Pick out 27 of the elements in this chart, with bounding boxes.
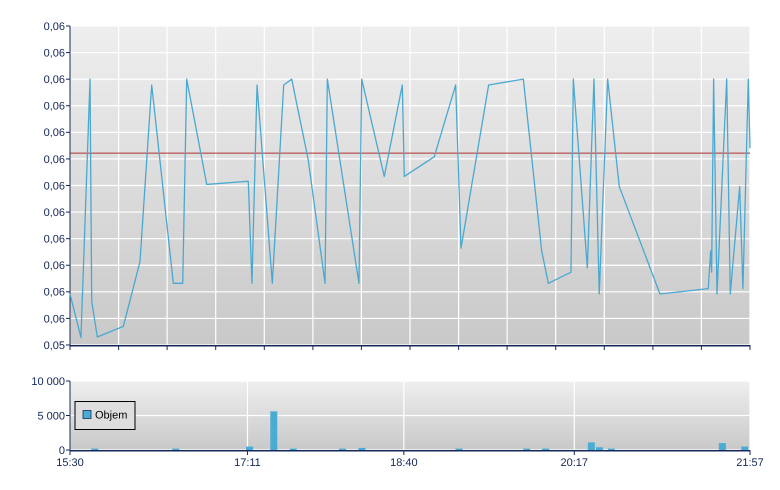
y-tick-label: 0,06 — [44, 286, 65, 299]
y-tick-label: 0,06 — [44, 47, 65, 60]
y-tick-label: 0,06 — [44, 206, 65, 219]
y-tick-label: 0,06 — [44, 100, 65, 113]
y-tick-label: 0,06 — [44, 313, 65, 326]
y-tick-label: 0,05 — [44, 340, 65, 352]
bar — [741, 446, 748, 450]
y-tick-label: 0,06 — [44, 127, 65, 140]
x-tick-label: 18:40 — [390, 457, 418, 469]
bar — [718, 443, 726, 450]
x-tick-label: 21:57 — [736, 457, 764, 469]
y-tick-label: 10 000 — [31, 376, 65, 388]
y-tick-label: 5 000 — [37, 410, 65, 422]
x-tick-label: 20:17 — [560, 457, 588, 469]
bar — [246, 446, 254, 450]
legend-label: Objem — [95, 410, 128, 422]
y-tick-label: 0,06 — [44, 234, 65, 246]
bar — [270, 411, 278, 450]
y-tick-label: 0,06 — [44, 260, 65, 272]
line-series — [69, 78, 751, 338]
y-tick-label: 0,06 — [44, 180, 65, 192]
x-tick-label: 15:30 — [56, 457, 84, 469]
y-tick-label: 0 — [58, 444, 65, 457]
x-tick-label: 17:11 — [234, 457, 261, 469]
y-tick-label: 0,06 — [44, 20, 65, 33]
y-tick-label: 0,06 — [44, 74, 65, 86]
y-tick-label: 0,06 — [44, 154, 65, 166]
